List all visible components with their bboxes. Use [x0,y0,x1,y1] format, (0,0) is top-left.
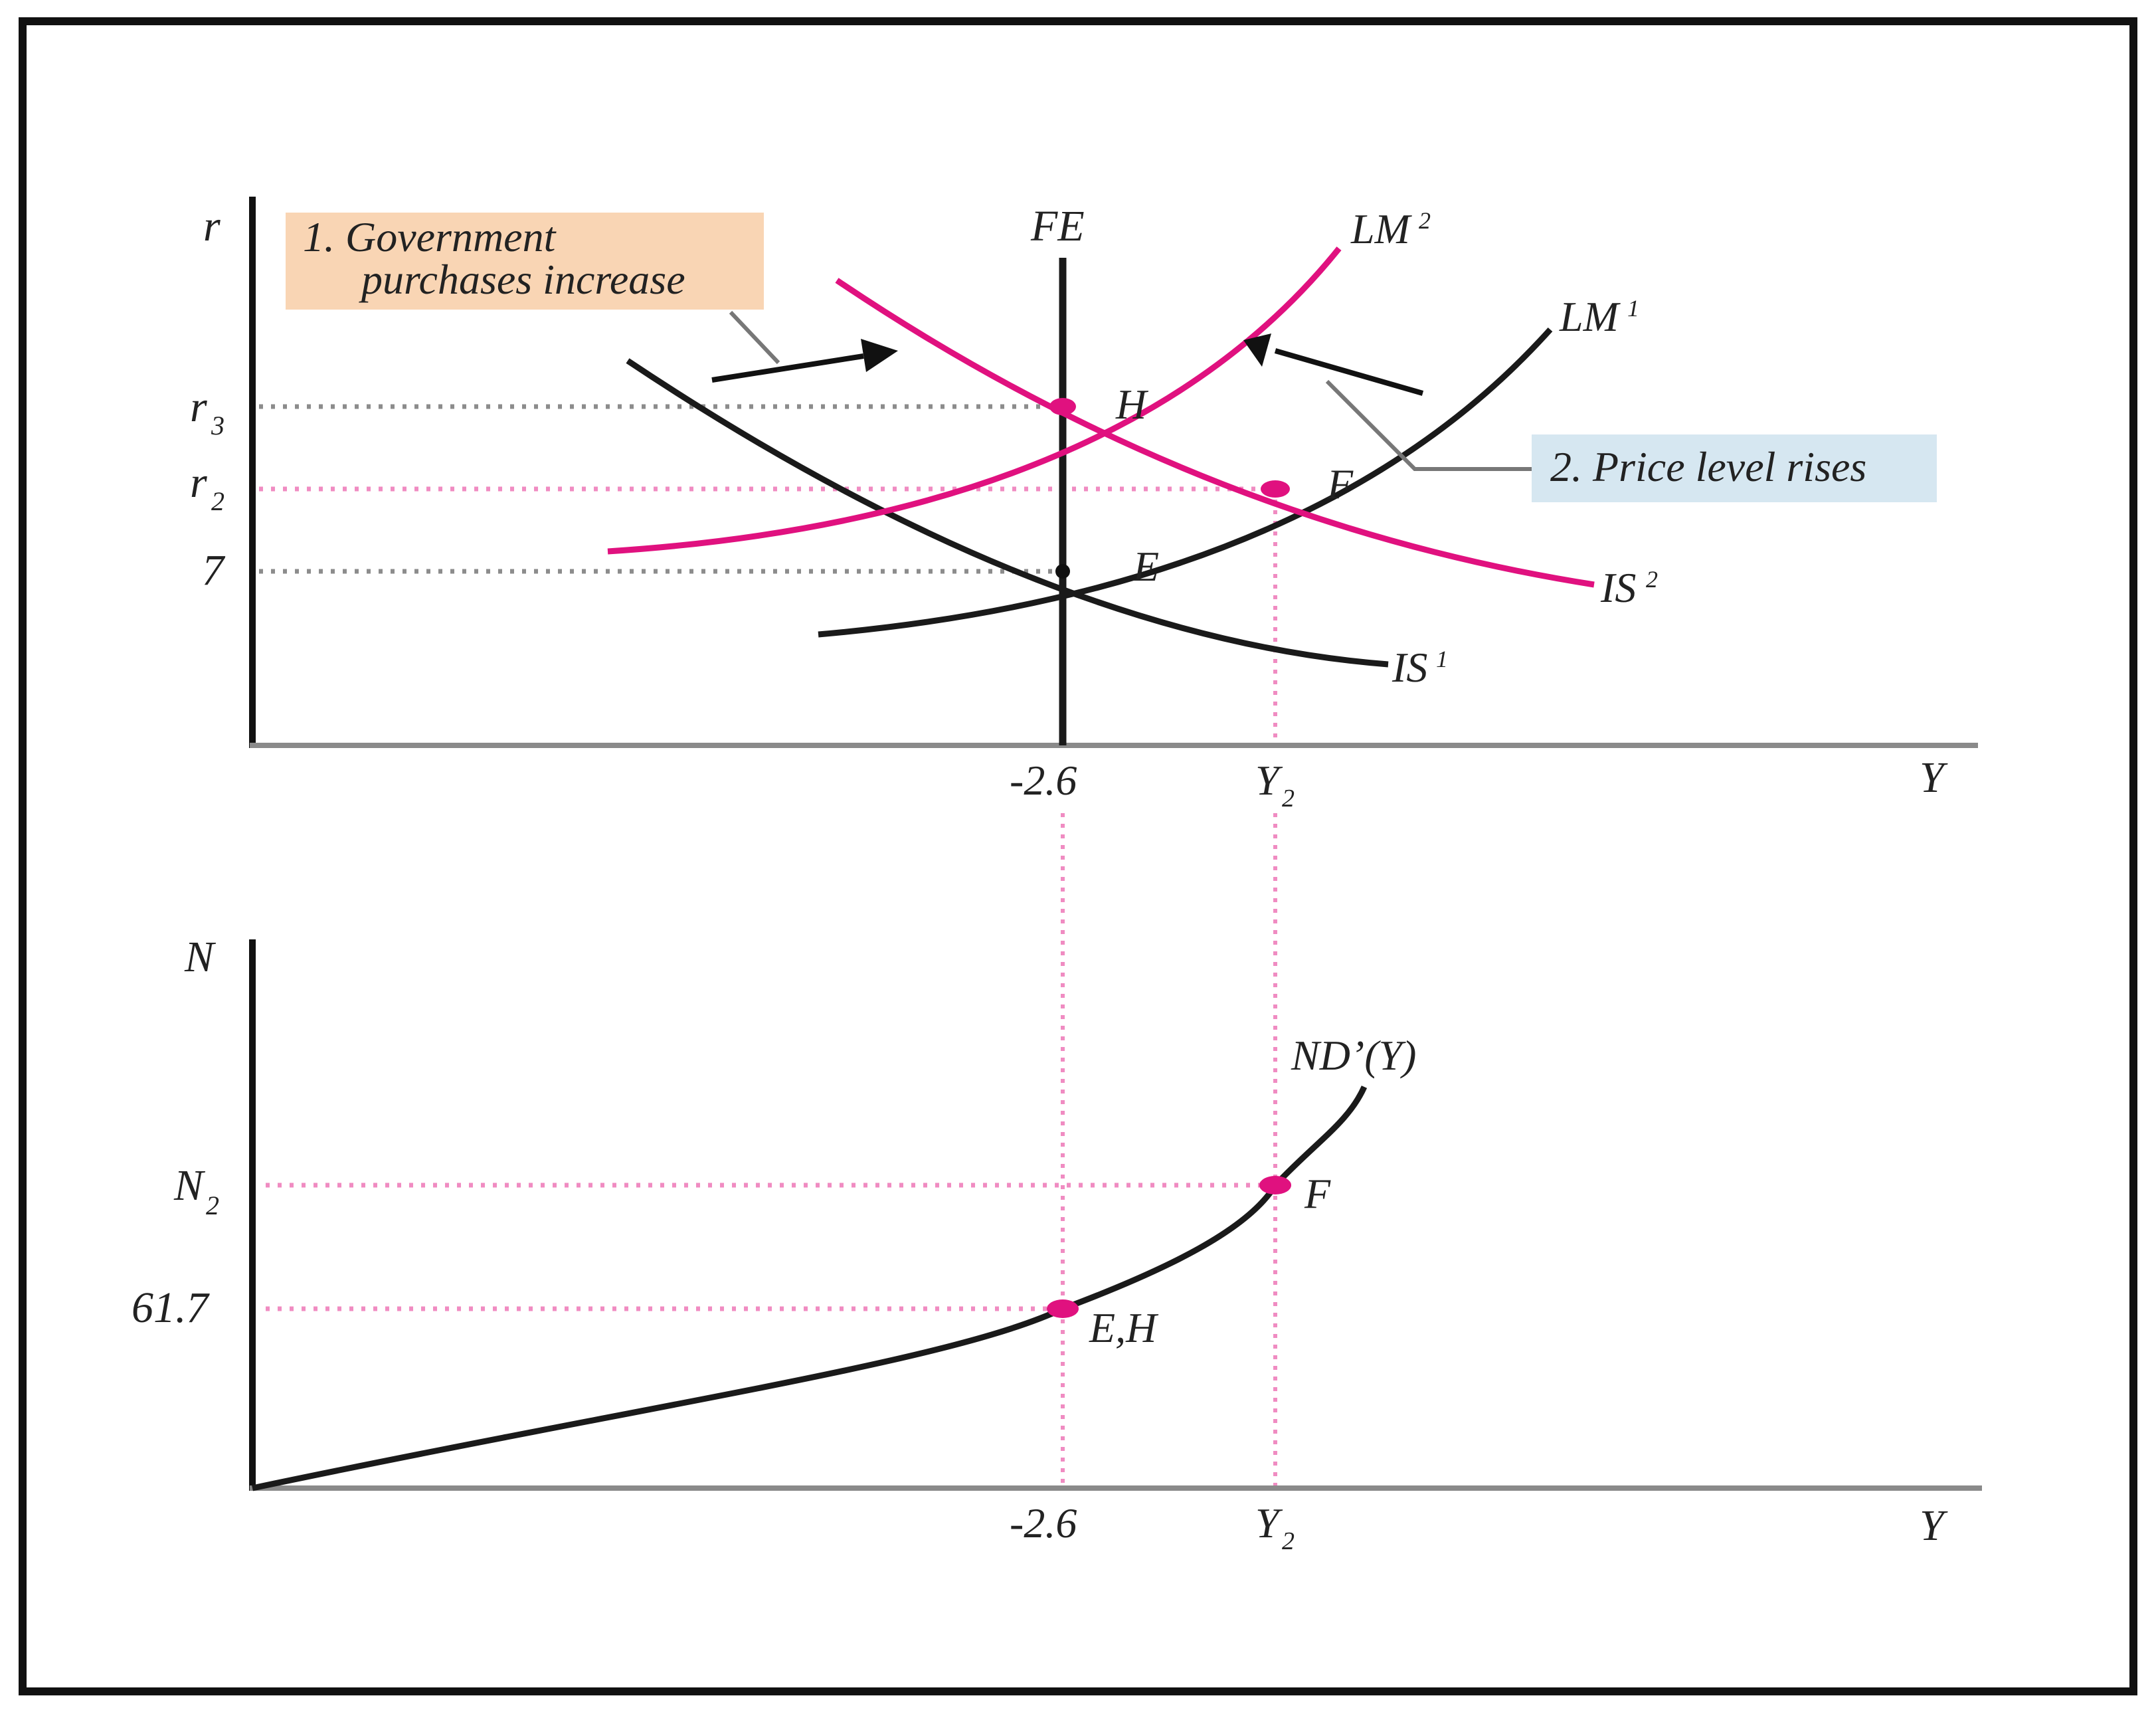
is2-label-text: IS [1600,564,1636,611]
top-tick-left: -2.6 [1010,757,1077,804]
point-f-bottom-label: F [1304,1170,1331,1217]
bottom-y-axis-label: N [184,933,217,981]
point-h-label: H [1115,381,1149,428]
callout-2-leader [1325,379,1532,471]
is1-label-text: IS [1392,644,1427,691]
is1-curve [626,358,1389,668]
point-eh-marker [1047,1299,1079,1318]
point-f-marker [1261,480,1290,498]
callout-2-box [1532,434,1937,502]
tick-r2-label: r [190,458,207,507]
tick-r2-sub: 2 [211,486,225,516]
callout-1-leader [729,310,780,365]
tick-r3: r 3 [190,383,225,440]
tick-seven: 7 [202,546,226,595]
tick-val: 61.7 [132,1284,211,1332]
top-tick-y2-label: Y [1255,757,1283,804]
nd-curve-label: ND’(Y) [1291,1032,1416,1079]
bottom-tick-y2-label: Y [1255,1499,1283,1547]
top-x-axis-label: Y [1920,753,1948,802]
point-f-bottom-marker [1259,1176,1291,1194]
bottom-tick-y2-sub: 2 [1282,1527,1295,1555]
is2-curve [835,278,1595,588]
top-y-axis-label: r [203,202,221,250]
point-h-marker [1049,398,1076,415]
is1-label-sup: 1 [1436,646,1448,672]
tick-n2-sub: 2 [206,1190,219,1220]
arrow-is-shift [711,339,898,383]
callout-2-text: 2. Price level rises [1550,443,1866,490]
fe-label: FE [1030,202,1085,250]
tick-r3-sub: 3 [211,411,225,440]
is1-label: IS 1 [1392,644,1448,691]
bottom-panel: N Y N 2 61.7 -2.6 Y 2 ND’(Y) F E,H [132,933,1982,1555]
lm2-curve [607,246,1342,555]
lm1-label-sup: 1 [1627,295,1639,322]
point-e-marker [1055,564,1070,579]
lm1-label-text: LM [1559,293,1621,340]
bottom-tick-y2: Y 2 [1255,1499,1295,1555]
bottom-x-axis-label: Y [1920,1501,1948,1550]
tick-r2: r 2 [190,458,225,516]
is2-label-sup: 2 [1646,566,1658,593]
is2-label: IS 2 [1600,564,1658,611]
callout-1-line2: purchases increase [359,256,685,303]
lm1-label: LM 1 [1559,293,1639,340]
callout-1-box [286,213,764,310]
top-tick-y2: Y 2 [1255,757,1295,812]
bottom-tick-left: -2.6 [1010,1499,1077,1547]
top-panel: 1. Government purchases increase 2. Pric… [190,197,1978,812]
tick-n2-label: N [173,1161,206,1210]
point-e-label: E [1132,543,1159,590]
lm1-curve [818,327,1553,638]
lm2-label: LM 2 [1350,205,1431,252]
point-f-label: F [1326,460,1354,508]
lm2-label-text: LM [1350,205,1413,252]
lm2-label-sup: 2 [1419,207,1431,234]
top-tick-y2-sub: 2 [1282,785,1295,812]
point-eh-label: E,H [1089,1304,1159,1351]
callout-1-line1: 1. Government [303,213,557,260]
arrow-lm-shift [1243,333,1424,396]
tick-n2: N 2 [173,1161,219,1220]
tick-r3-label: r [190,383,207,431]
